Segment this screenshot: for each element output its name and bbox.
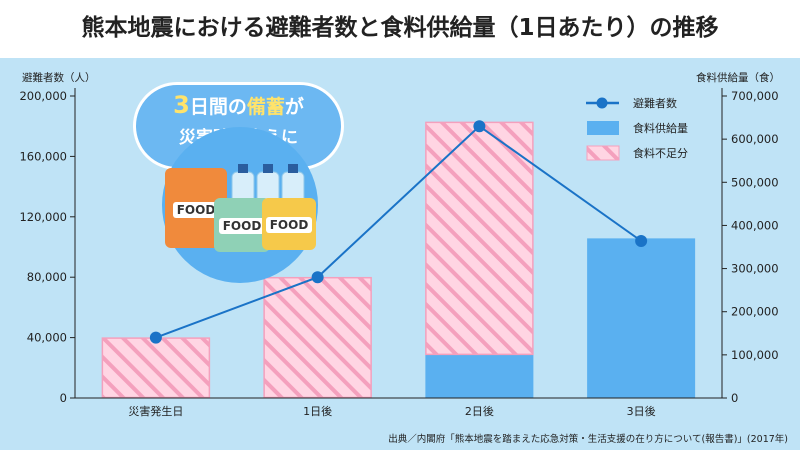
evacuees-point bbox=[311, 271, 324, 284]
x-tick-label: 3日後 bbox=[627, 404, 656, 418]
food-pack-label: FOOD bbox=[265, 217, 313, 233]
legend-shortage-swatch bbox=[586, 145, 620, 161]
shortage-bar bbox=[101, 337, 211, 399]
food-pack-icon: FOOD bbox=[262, 198, 316, 250]
shortage-bar bbox=[263, 276, 372, 399]
line-layer bbox=[149, 120, 648, 344]
evacuees-line bbox=[155, 124, 642, 339]
left-tick-label: 120,000 bbox=[19, 210, 67, 224]
right-tick-label: 700,000 bbox=[731, 89, 779, 103]
badge-text-c: が bbox=[284, 96, 304, 118]
right-tick-label: 100,000 bbox=[731, 348, 779, 362]
legend-label-shortage: 食料不足分 bbox=[633, 146, 688, 160]
food-pack-label: FOOD bbox=[172, 202, 220, 218]
left-tick-label: 80,000 bbox=[27, 270, 67, 284]
x-tick-label: 災害発生日 bbox=[128, 404, 183, 418]
badge-text-b: 備蓄 bbox=[246, 96, 285, 118]
food-pack-icon: FOOD bbox=[214, 198, 270, 252]
supply-bar bbox=[587, 238, 696, 398]
stockpile-badge: 3日間の備蓄が 災害時の支えに bbox=[133, 82, 344, 170]
legend-label-evacuees: 避難者数 bbox=[633, 96, 677, 110]
bars-layer bbox=[101, 121, 696, 399]
food-pack-label: FOOD bbox=[218, 218, 266, 234]
left-tick-label: 160,000 bbox=[19, 149, 67, 163]
x-tick-label: 1日後 bbox=[303, 404, 332, 418]
badge-line2: 災害時の支えに bbox=[179, 128, 298, 148]
left-tick-label: 40,000 bbox=[27, 331, 67, 345]
legend-supply-swatch bbox=[587, 121, 619, 135]
left-tick-label: 0 bbox=[60, 391, 67, 405]
evacuees-point bbox=[635, 234, 648, 247]
right-tick-label: 500,000 bbox=[731, 175, 779, 189]
left-axis-title: 避難者数（人） bbox=[22, 72, 96, 84]
x-tick-label: 2日後 bbox=[465, 404, 494, 418]
legend: 避難者数 食料供給量 食料不足分 bbox=[586, 96, 688, 161]
axes-layer: 0 40,000 80,000 120,000 160,000 200,000 0 100,0… bbox=[19, 88, 779, 418]
supply-bar bbox=[425, 354, 534, 398]
right-tick-label: 400,000 bbox=[731, 218, 779, 232]
source-note: 出典／内閣府「熊本地震を踏まえた応急対策・生活支援の在り方について(報告書)」(… bbox=[388, 434, 788, 445]
right-tick-label: 200,000 bbox=[731, 305, 779, 319]
legend-dot-swatch bbox=[596, 97, 608, 109]
badge-text-a: 日間の bbox=[189, 96, 247, 118]
right-tick-label: 300,000 bbox=[731, 262, 779, 276]
right-tick-label: 0 bbox=[731, 391, 738, 405]
right-tick-label: 600,000 bbox=[731, 132, 779, 146]
shortage-bar bbox=[425, 121, 534, 356]
legend-label-supply: 食料供給量 bbox=[633, 121, 688, 135]
chart-title: 熊本地震における避難者数と食料供給量（1日あたり）の推移 bbox=[81, 15, 719, 41]
badge-number: 3 bbox=[173, 91, 190, 119]
left-tick-label: 200,000 bbox=[19, 89, 67, 103]
evacuees-point bbox=[149, 331, 162, 344]
evacuees-point bbox=[473, 120, 486, 133]
right-axis-title: 食料供給量（食） bbox=[696, 72, 780, 84]
